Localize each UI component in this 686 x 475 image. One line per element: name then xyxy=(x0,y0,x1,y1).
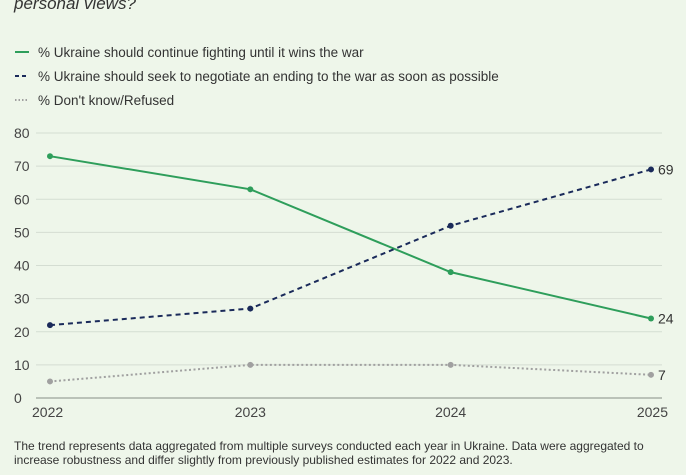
legend-item-continue-fighting: % Ukraine should continue fighting until… xyxy=(14,40,499,64)
data-point xyxy=(47,378,53,385)
data-point xyxy=(648,166,654,173)
legend-swatch-dashed xyxy=(15,75,29,77)
footnote: The trend represents data aggregated fro… xyxy=(14,439,644,467)
series-line-dashed xyxy=(49,168,652,327)
data-point xyxy=(648,371,654,378)
y-tick-label: 0 xyxy=(14,390,22,406)
y-tick-label: 80 xyxy=(14,125,30,141)
y-tick-label: 30 xyxy=(14,291,30,307)
y-tick-label: 10 xyxy=(14,357,30,373)
legend-item-dont-know: % Don't know/Refused xyxy=(14,88,499,112)
legend: % Ukraine should continue fighting until… xyxy=(14,40,499,112)
y-tick-label: 70 xyxy=(14,158,30,174)
legend-swatch-solid xyxy=(15,51,29,53)
data-point xyxy=(47,153,53,160)
data-point xyxy=(447,222,454,229)
data-point xyxy=(247,305,254,312)
y-tick-label: 20 xyxy=(14,324,30,340)
chart-subtitle: personal views? xyxy=(14,0,136,13)
data-point xyxy=(648,315,654,322)
legend-label: % Don't know/Refused xyxy=(38,92,175,108)
end-data-label: 7 xyxy=(658,367,666,383)
y-tick-label: 60 xyxy=(14,191,30,207)
end-data-label: 69 xyxy=(658,161,674,177)
data-point xyxy=(247,361,254,368)
data-point xyxy=(47,322,53,329)
legend-label: % Ukraine should continue fighting until… xyxy=(38,44,364,60)
y-tick-label: 50 xyxy=(14,224,30,240)
data-point xyxy=(447,269,454,276)
data-point xyxy=(247,186,254,193)
x-tick-label: 2022 xyxy=(32,404,63,420)
legend-label: % Ukraine should seek to negotiate an en… xyxy=(38,68,499,84)
legend-swatch-dotted xyxy=(15,99,29,101)
legend-item-negotiate: % Ukraine should seek to negotiate an en… xyxy=(14,64,499,88)
data-point xyxy=(447,361,454,368)
x-tick-label: 2023 xyxy=(235,404,266,420)
line-chart: 0 10 20 30 40 50 60 70 80 2022 2023 2024 2025 24 69 7 xyxy=(14,125,674,420)
series-line-solid xyxy=(49,155,652,320)
end-data-label: 24 xyxy=(658,311,674,327)
series-line-dotted xyxy=(49,363,652,383)
x-tick-label: 2024 xyxy=(435,404,466,420)
y-tick-label: 40 xyxy=(14,258,30,274)
x-tick-label: 2025 xyxy=(637,404,668,420)
